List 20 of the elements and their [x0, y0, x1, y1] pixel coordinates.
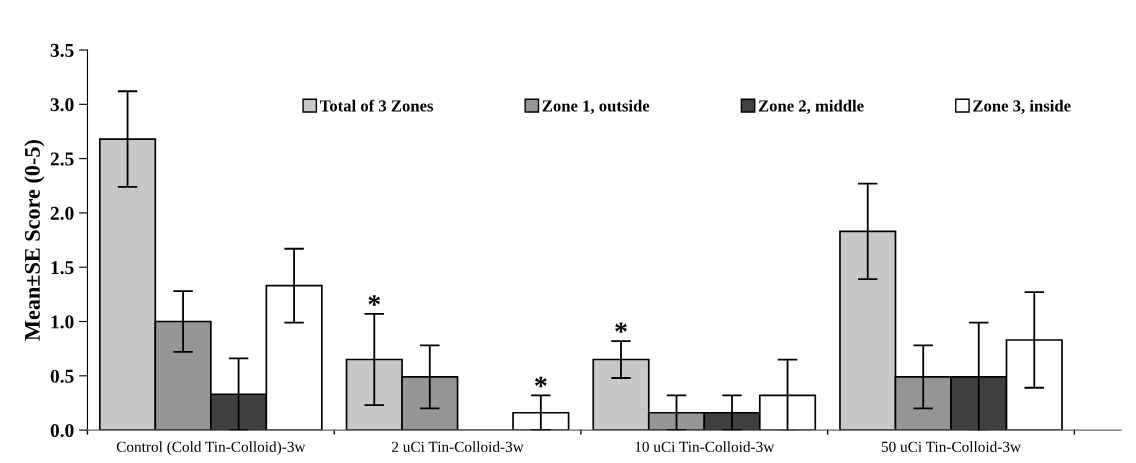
y-tick-label: 1.0: [51, 315, 74, 329]
legend-label: Total of 3 Zones: [319, 99, 434, 112]
x-tick-label: 50 uCi Tin-Colloid-3w: [881, 441, 1021, 452]
legend-label: Zone 1, outside: [542, 99, 650, 114]
data-label: *: [368, 295, 381, 306]
x-tick-label: 2 uCi Tin-Colloid-3w: [392, 441, 524, 452]
data-label: *: [535, 376, 547, 388]
y-axis-title: Mean±SE Score (0-5): [24, 140, 45, 341]
y-tick-label: 0.0: [50, 423, 74, 438]
y-tick-label: 3.5: [50, 43, 74, 58]
y-tick-label: 3.0: [50, 98, 74, 112]
y-tick-label: 2.0: [50, 206, 74, 220]
legend-label: Zone 2, middle: [758, 99, 864, 114]
y-tick-label: 0.5: [50, 369, 74, 383]
legend-label: Zone 3, inside: [973, 99, 1071, 114]
y-tick-label: 1.5: [51, 261, 74, 275]
x-tick-label: 10 uCi Tin-Colloid-3w: [635, 441, 775, 452]
data-label: *: [615, 322, 627, 333]
y-tick-label: 2.5: [50, 152, 74, 166]
x-tick-label: Control (Cold Tin-Colloid)-3w: [116, 441, 306, 456]
